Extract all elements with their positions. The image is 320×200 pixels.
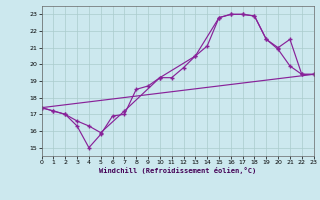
X-axis label: Windchill (Refroidissement éolien,°C): Windchill (Refroidissement éolien,°C)	[99, 167, 256, 174]
